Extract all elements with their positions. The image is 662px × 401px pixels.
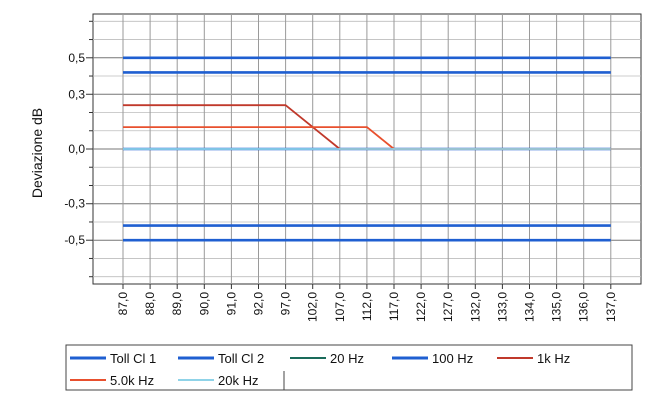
x-tick-label: 90,0 [197, 292, 211, 316]
x-tick-label: 117,0 [387, 292, 401, 321]
x-tick-label: 136,0 [577, 292, 591, 322]
x-tick-label: 102,0 [306, 292, 320, 322]
legend-label: 1k Hz [537, 351, 570, 366]
legend-label: 100 Hz [432, 351, 473, 366]
x-tick-label: 127,0 [441, 292, 455, 322]
legend-label: 5.0k Hz [110, 373, 154, 388]
x-tick-label: 91,0 [224, 292, 238, 316]
x-tick-label: 135,0 [550, 292, 564, 322]
legend-box [65, 344, 633, 391]
x-tick-label: 107,0 [333, 292, 347, 322]
legend-label: Toll Cl 1 [110, 351, 156, 366]
legend-label: Toll Cl 2 [218, 351, 264, 366]
x-tick-label: 137,0 [604, 292, 618, 322]
legend: Toll Cl 1 Toll Cl 2 20 Hz 100 Hz 1k Hz 5.0k H… [65, 344, 633, 391]
legend-label: 20k Hz [218, 373, 258, 388]
legend-label: 20 Hz [330, 351, 364, 366]
x-tick-label: 134,0 [523, 292, 537, 322]
y-tick-label: 0,5 [68, 51, 85, 65]
y-axis-label: Deviazione dB [29, 108, 45, 198]
x-tick-label: 92,0 [252, 292, 266, 316]
y-tick-label: -0,3 [64, 197, 85, 211]
y-tick-label: 0,0 [68, 142, 85, 156]
x-tick-label: 87,0 [116, 292, 130, 316]
x-tick-label: 89,0 [170, 292, 184, 316]
plot-area: 0,5 0,3 0,0 -0,3 -0,5 87,0 88,0 89,0 90,0 91,0 92,… [64, 13, 642, 322]
x-tick-label: 97,0 [279, 292, 293, 316]
x-tick-label: 122,0 [414, 292, 428, 322]
x-tick-label: 112,0 [360, 292, 374, 321]
x-tick-label: 132,0 [468, 292, 482, 322]
y-tick-label: 0,3 [68, 87, 85, 101]
y-tick-label: -0,5 [64, 233, 85, 247]
x-tick-label: 88,0 [143, 292, 157, 316]
x-tick-label: 133,0 [495, 292, 509, 322]
